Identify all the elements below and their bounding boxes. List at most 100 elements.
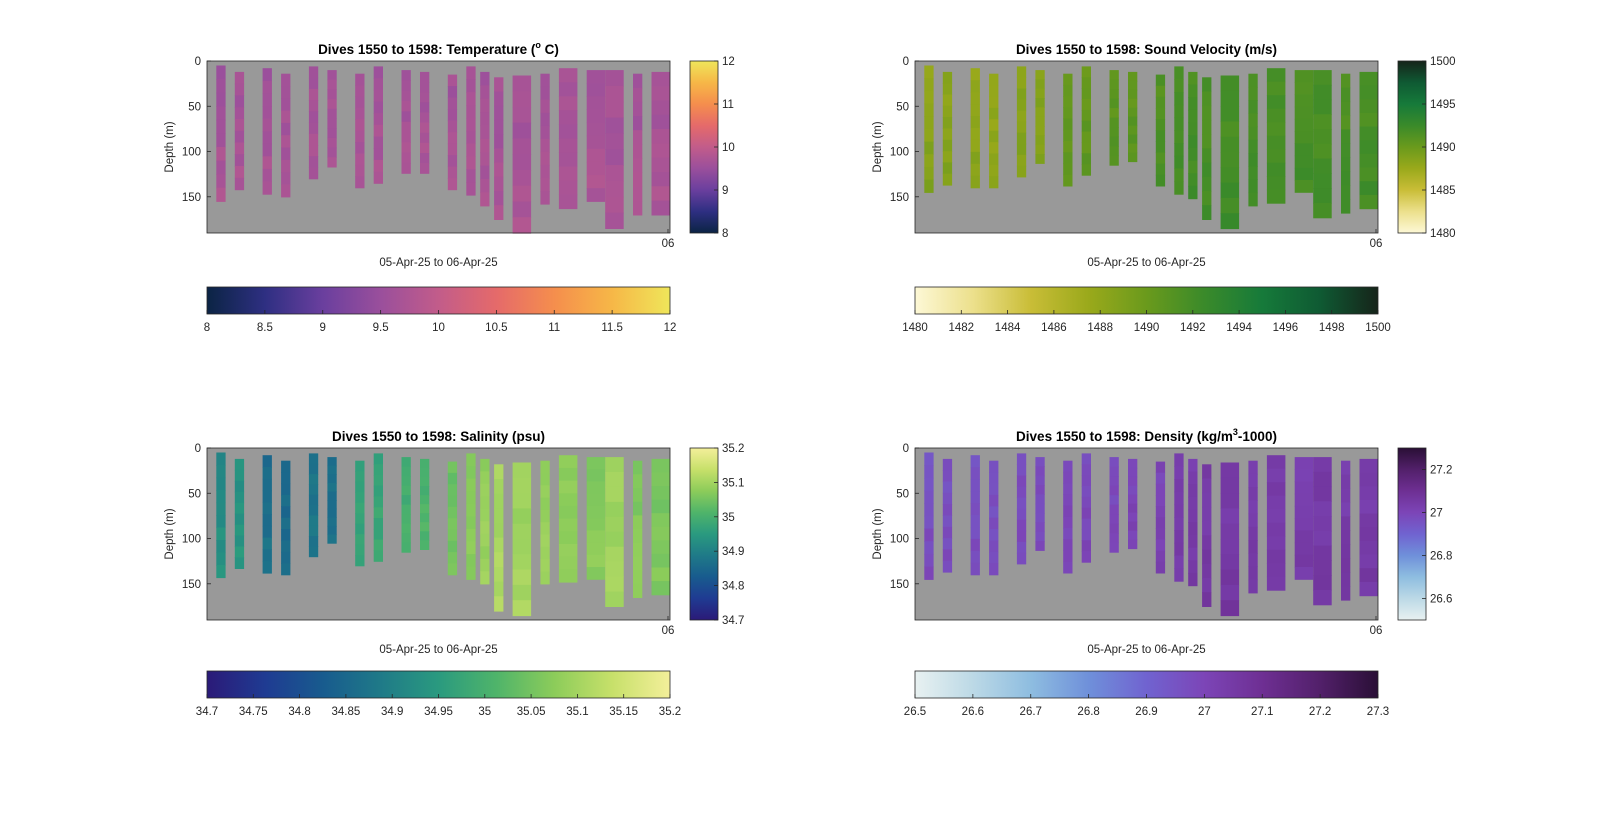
dens-cell: [1220, 493, 1240, 509]
sv-cell: [1294, 131, 1314, 144]
sal-cell: [480, 546, 490, 560]
sal-cell: [420, 540, 430, 550]
sv-cell: [1294, 155, 1314, 169]
temp-cell: [401, 111, 411, 123]
sal-cell: [480, 533, 490, 547]
sv-cell: [1359, 71, 1378, 87]
sal-cell: [281, 472, 291, 485]
sal-cell: [512, 539, 532, 555]
dens-cell: [1188, 471, 1198, 485]
sal-cell: [355, 481, 365, 493]
temp-cell: [262, 168, 272, 183]
sal-cell: [262, 478, 272, 492]
sv-vcbar-tick-label: 1485: [1430, 185, 1456, 197]
sal-dive-14: [512, 462, 532, 617]
dens-cell: [924, 566, 934, 580]
dens-cell: [924, 490, 934, 504]
temp-cell: [355, 153, 365, 166]
temp-cell: [494, 205, 504, 220]
dens-cell: [1109, 542, 1119, 553]
temp-cell: [373, 101, 383, 114]
dens-cell: [989, 540, 999, 553]
dens-cell: [1313, 457, 1332, 473]
sv-cell: [1266, 68, 1286, 83]
temp-cell: [586, 148, 606, 163]
dens-cell: [1109, 495, 1119, 506]
sal-cell: [281, 517, 291, 530]
dens-cell: [942, 526, 953, 539]
sv-cell: [1248, 100, 1258, 114]
sal-cell: [401, 495, 411, 506]
sv-cell: [1188, 185, 1198, 200]
temp-cell: [605, 180, 624, 198]
dens-cell: [1202, 506, 1212, 522]
temp-cell: [373, 113, 383, 126]
dens-horizontal-colorbar: [914, 670, 1379, 699]
dens-cell: [1359, 527, 1378, 542]
sal-cell: [447, 484, 458, 497]
sv-cell: [1202, 77, 1212, 93]
sv-ytick-label: 150: [890, 192, 909, 204]
sv-dive-16: [1266, 68, 1286, 204]
sal-cell: [308, 463, 319, 475]
dens-cell: [1174, 568, 1184, 582]
sv-cell: [1016, 132, 1027, 145]
temp-cell: [327, 79, 337, 90]
temp-cell: [308, 77, 319, 90]
sal-cell: [651, 458, 670, 474]
temp-cell: [540, 178, 550, 192]
dens-dive-14: [1220, 462, 1240, 617]
sv-cell: [1174, 92, 1184, 106]
sal-cell: [466, 478, 476, 492]
dens-cell: [989, 460, 999, 473]
dens-cell: [1359, 458, 1378, 474]
temp-cell: [308, 156, 319, 168]
sv-dive-8: [1109, 70, 1119, 166]
dens-dive-13: [1202, 464, 1212, 607]
dens-cell: [1128, 503, 1138, 514]
temp-cell: [308, 145, 319, 157]
temp-cell: [216, 65, 226, 80]
sv-cell: [1202, 119, 1212, 135]
dens-hcbar-tick-label: 26.5: [904, 706, 926, 718]
dens-cell: [1294, 567, 1314, 580]
sal-cell: [216, 452, 226, 466]
sal-cell: [234, 535, 245, 548]
temp-cell: [512, 185, 532, 203]
dens-hcbar-tick-label: 27.1: [1251, 706, 1273, 718]
dens-cell: [1155, 539, 1166, 552]
sal-cell: [605, 531, 624, 548]
sv-cell: [942, 128, 953, 141]
dens-cell: [1128, 485, 1138, 496]
sv-cell: [1313, 129, 1332, 145]
dens-cell: [989, 517, 999, 530]
temp-cell: [355, 130, 365, 143]
sal-cell: [373, 485, 383, 498]
sv-ytick-label: 0: [903, 56, 909, 68]
sv-vcbar-tick-label: 1495: [1430, 99, 1456, 111]
sv-cell: [1294, 94, 1314, 108]
sv-cell: [1063, 129, 1073, 142]
sv-xtick-label: 06: [1370, 238, 1383, 250]
sal-cell: [540, 497, 550, 511]
sv-cell: [924, 166, 934, 181]
dens-cell: [1128, 539, 1138, 550]
sal-cell: [234, 513, 245, 526]
dens-cell: [1202, 478, 1212, 494]
sal-cell: [355, 513, 365, 525]
temp-cell: [355, 164, 365, 177]
sal-cell: [494, 537, 504, 553]
temp-cell: [355, 176, 365, 189]
dens-ytick-label: 150: [890, 579, 909, 591]
temp-chart: Dives 1550 to 1598: Temperature (o C) 0 50…: [164, 40, 735, 334]
sal-cell: [401, 542, 411, 553]
sal-cell: [401, 457, 411, 468]
dens-cell: [1294, 554, 1314, 568]
sv-cell: [924, 65, 934, 79]
sv-cell: [1016, 66, 1027, 78]
temp-cell: [281, 110, 291, 124]
temp-cell: [216, 119, 226, 134]
sv-cell: [1109, 89, 1119, 100]
temp-cell: [480, 85, 490, 100]
sal-cell: [466, 516, 476, 530]
